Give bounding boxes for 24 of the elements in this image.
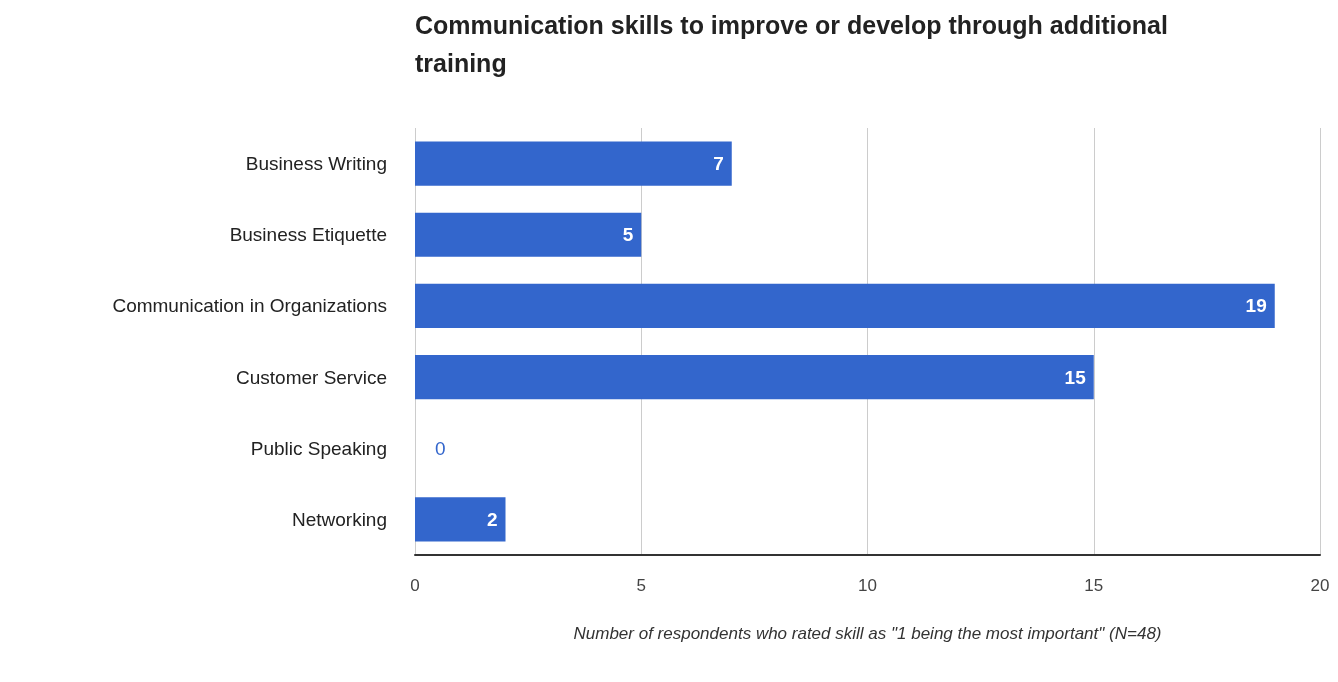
data-label: 2	[486, 508, 498, 530]
y-tick-label: Public Speaking	[250, 437, 387, 459]
x-tick-label: 0	[410, 576, 420, 595]
bar	[415, 283, 1275, 328]
chart-title: Communication skills to improve or develop through additional training	[415, 10, 1169, 79]
y-tick-label: Networking	[291, 508, 387, 530]
x-tick-label: 20	[1310, 576, 1330, 595]
y-tick-label: Business Etiquette	[229, 224, 387, 246]
bar	[415, 212, 642, 257]
data-label: 7	[713, 153, 724, 175]
x-tick-label: 15	[1084, 576, 1104, 595]
data-label: 0	[435, 437, 446, 459]
bar	[415, 355, 1094, 400]
y-tick-label: Business Writing	[245, 153, 387, 175]
x-axis-title: Number of respondents who rated skill as "1 being the most important" (N=48)	[573, 624, 1162, 643]
data-label: 19	[1245, 295, 1267, 317]
x-tick-label: 5	[636, 576, 646, 595]
y-tick-label: Customer Service	[236, 366, 387, 388]
x-tick-label: 10	[858, 576, 877, 595]
data-label: 15	[1064, 366, 1087, 388]
bar	[415, 141, 732, 186]
bar	[415, 497, 506, 542]
y-tick-label: Communication in Organizations	[112, 295, 387, 317]
data-label: 5	[622, 224, 634, 246]
